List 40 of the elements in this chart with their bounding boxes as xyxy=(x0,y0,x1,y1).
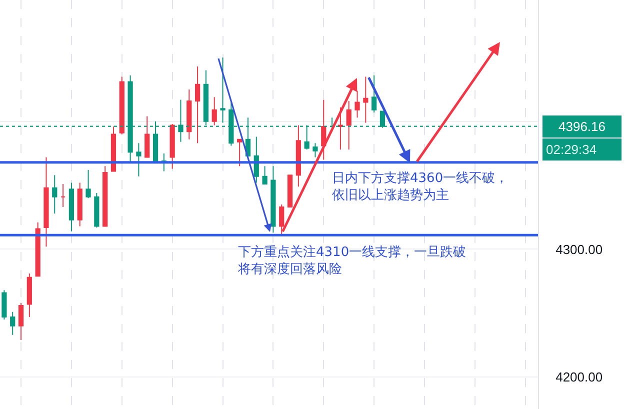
candlestick xyxy=(2,290,7,320)
candlestick xyxy=(270,166,276,234)
candlestick xyxy=(287,174,293,208)
candlestick xyxy=(26,273,32,318)
candlestick xyxy=(144,116,150,158)
candlestick xyxy=(10,311,16,336)
candlestick xyxy=(194,66,200,144)
candlestick xyxy=(363,76,368,124)
y-tick-label: 4300.00 xyxy=(556,242,603,257)
candlestick xyxy=(110,126,116,172)
candlestick xyxy=(102,166,108,227)
candlestick xyxy=(220,57,226,124)
candlestick xyxy=(60,184,66,208)
candlestick xyxy=(68,182,74,232)
candlestick xyxy=(44,156,49,248)
annotation: 下方重点关注4310一线支撑，一旦跌破将有深度回落风险 xyxy=(237,244,466,277)
candlestick xyxy=(262,166,268,185)
candlestick xyxy=(35,222,40,277)
candlestick xyxy=(94,192,100,228)
candlestick xyxy=(18,302,24,340)
candlestick xyxy=(119,76,124,135)
candlestick xyxy=(321,99,326,160)
annotation: 日内下方支撑4360一线不破，依旧以上涨趋势为主 xyxy=(332,170,508,203)
y-tick-label: 4200.00 xyxy=(556,370,603,385)
candlestick xyxy=(372,74,377,113)
candlestick xyxy=(296,124,301,188)
candlestick xyxy=(186,88,192,140)
candlestick xyxy=(136,142,142,177)
candlestick xyxy=(237,138,242,167)
candlestick xyxy=(212,96,217,126)
candlestick xyxy=(86,169,91,199)
candlestick xyxy=(170,123,175,170)
candlestick xyxy=(52,174,58,214)
candlestick xyxy=(338,106,344,150)
ref-line-label: 4396.16 xyxy=(558,119,606,134)
text: 02:29:34 xyxy=(546,142,597,157)
candlestick xyxy=(254,136,259,184)
candlestick xyxy=(346,100,352,150)
candlestick xyxy=(312,142,318,158)
candlestick xyxy=(77,182,82,227)
